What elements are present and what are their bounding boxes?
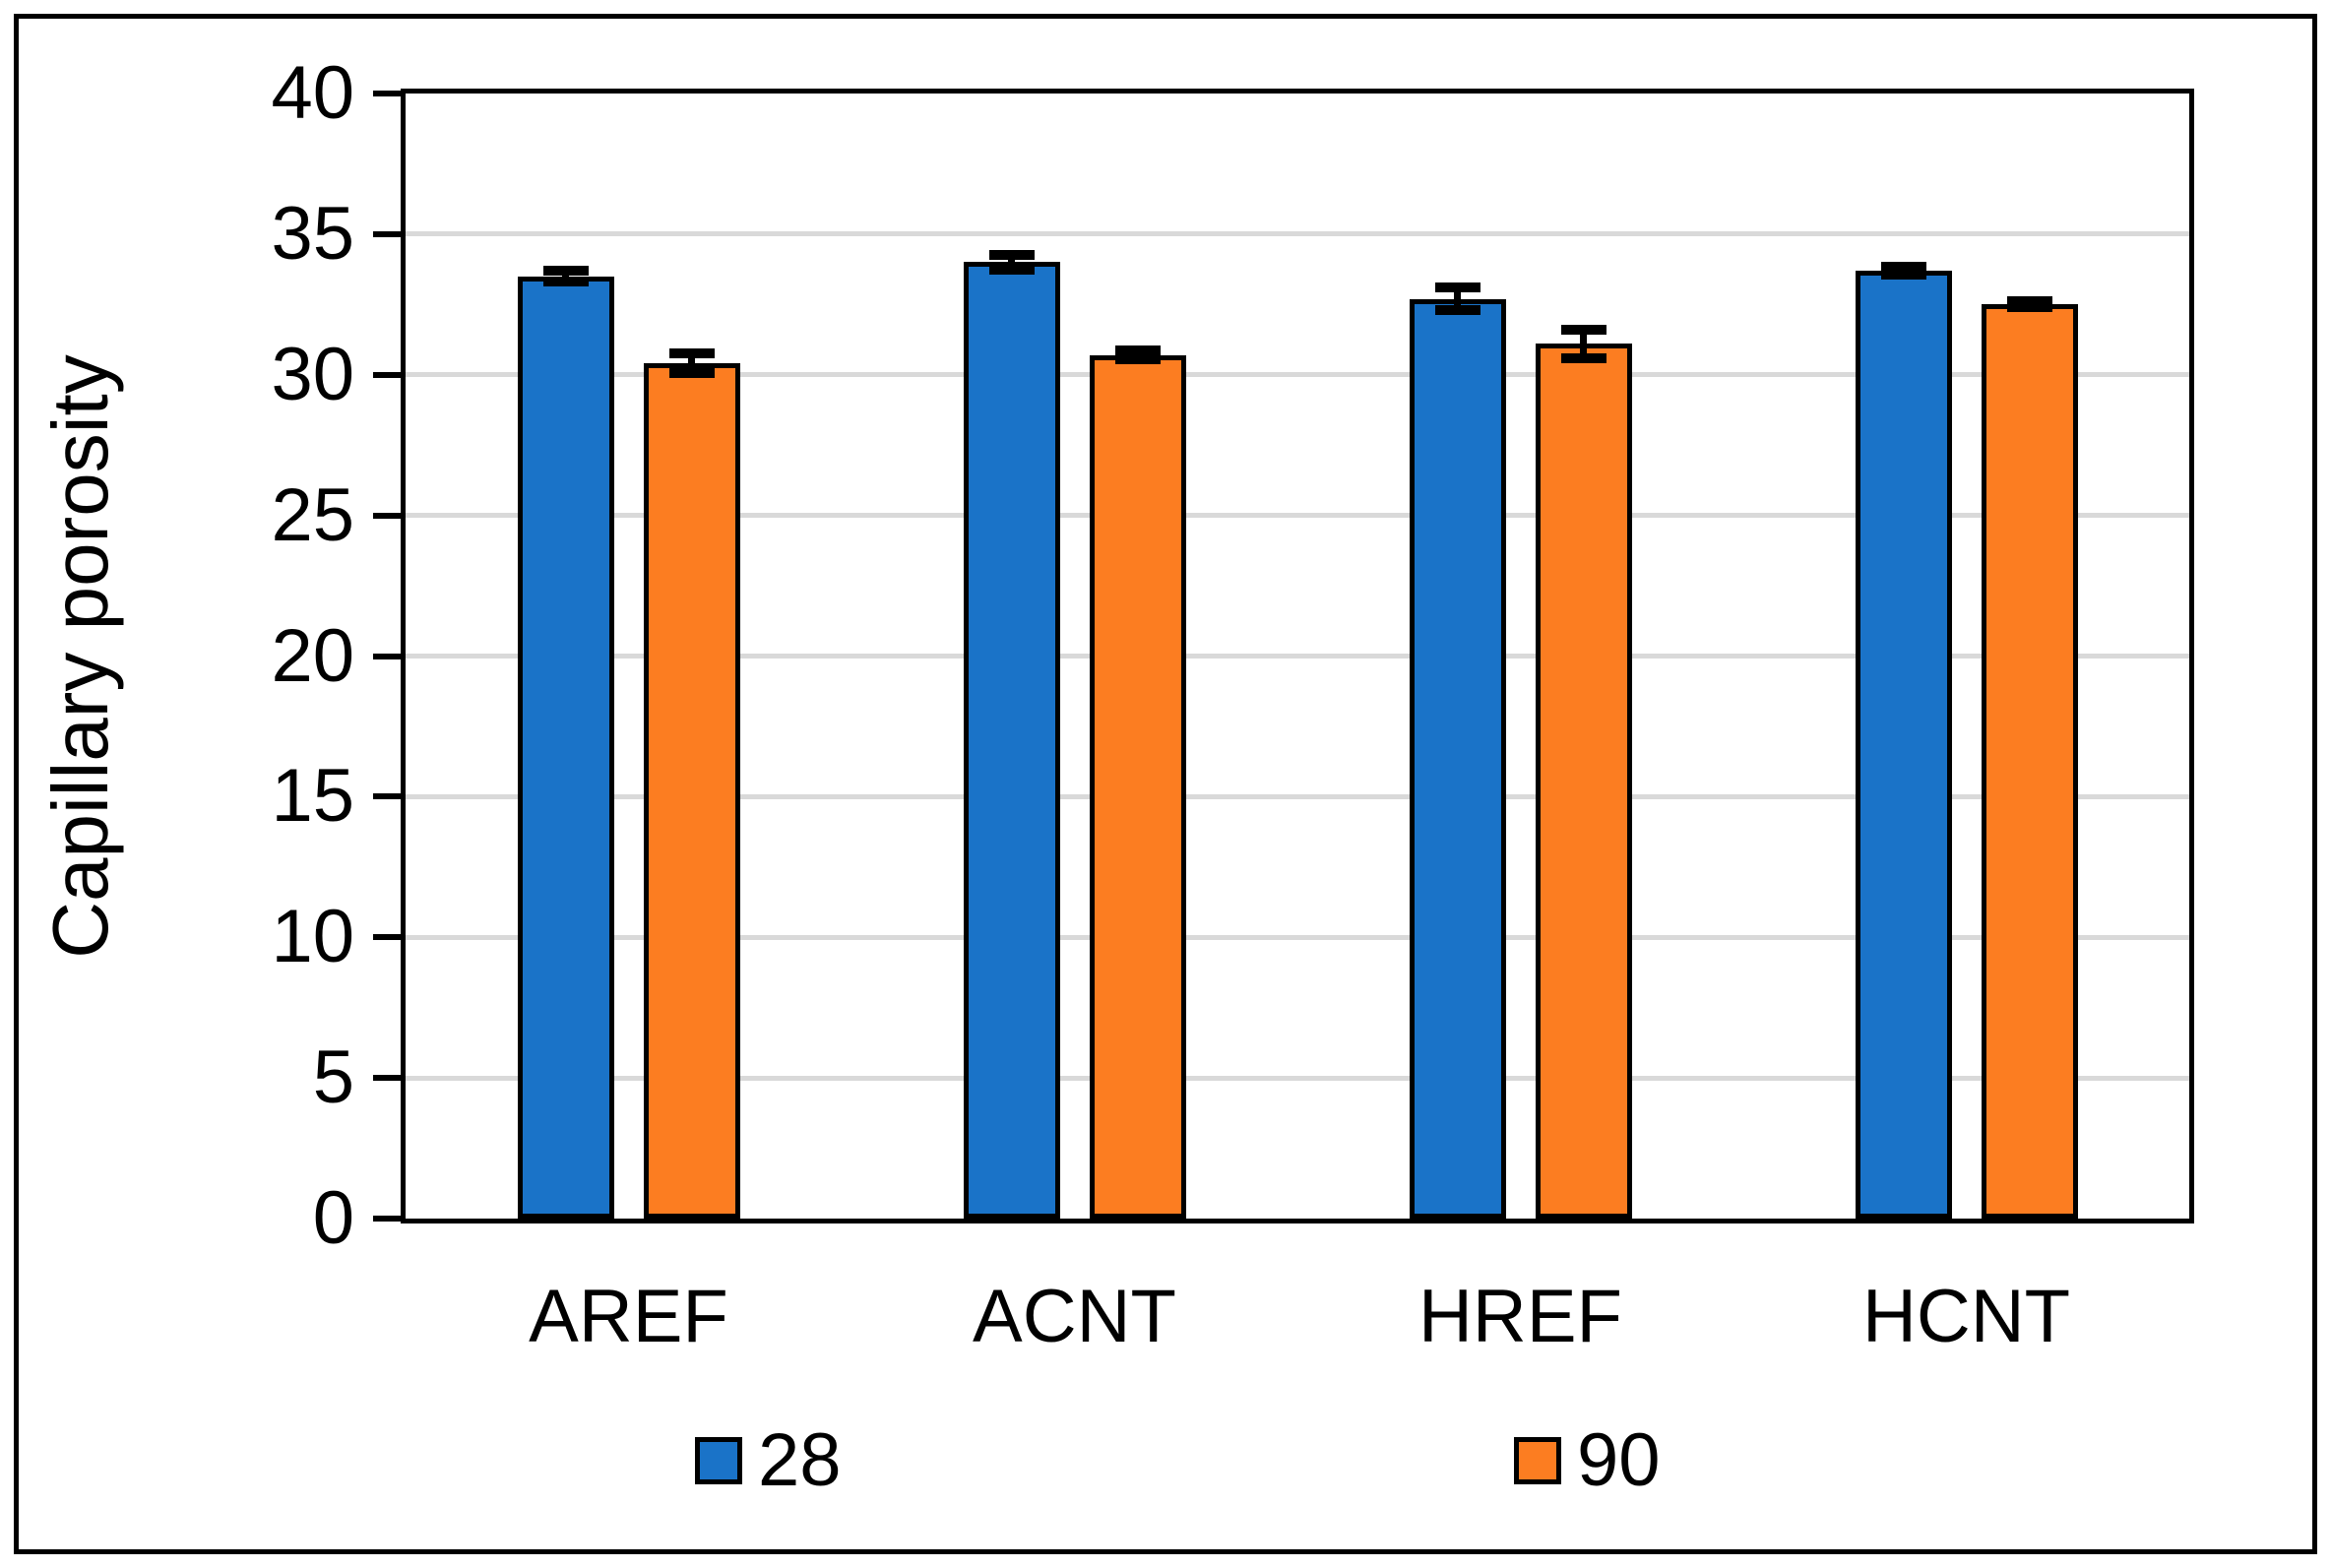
error-bar-cap-bottom-28-HREF — [1434, 305, 1480, 316]
x-category-label-HCNT: HCNT — [1861, 1275, 2071, 1358]
y-tick-mark-30 — [373, 371, 401, 378]
bar-28-ACNT — [963, 262, 1060, 1219]
gridline-25 — [406, 513, 2189, 519]
error-bar-90-HREF — [1580, 330, 1587, 358]
y-tick-mark-10 — [373, 934, 401, 941]
error-bar-28-ACNT — [1008, 255, 1015, 270]
y-tick-mark-15 — [373, 793, 401, 800]
y-tick-label-20: 20 — [271, 613, 354, 698]
y-tick-mark-5 — [373, 1075, 401, 1082]
error-bar-cap-bottom-90-HCNT — [2006, 302, 2052, 313]
y-tick-label-25: 25 — [271, 472, 354, 557]
legend-label-28: 28 — [758, 1418, 842, 1502]
gridline-15 — [406, 793, 2189, 799]
y-tick-label-5: 5 — [312, 1035, 354, 1120]
error-bar-cap-top-28-HREF — [1434, 282, 1480, 293]
y-tick-label-15: 15 — [271, 754, 354, 839]
error-bar-cap-bottom-90-HREF — [1560, 352, 1606, 363]
y-tick-label-10: 10 — [271, 895, 354, 979]
x-category-label-AREF: AREF — [529, 1275, 728, 1358]
y-tick-label-0: 0 — [312, 1176, 354, 1260]
y-tick-label-40: 40 — [271, 51, 354, 135]
y-tick-mark-0 — [373, 1216, 401, 1222]
error-bar-cap-top-90-HCNT — [2006, 296, 2052, 307]
y-tick-mark-20 — [373, 653, 401, 659]
error-bar-cap-bottom-90-ACNT — [1114, 354, 1161, 365]
error-bar-28-HREF — [1454, 287, 1461, 311]
error-bar-cap-top-28-HCNT — [1880, 261, 1926, 272]
error-bar-cap-bottom-28-HCNT — [1880, 270, 1926, 281]
error-bar-cap-bottom-28-AREF — [542, 277, 589, 287]
bar-28-HCNT — [1855, 271, 1952, 1219]
error-bar-cap-bottom-90-AREF — [668, 368, 715, 379]
bar-28-HREF — [1409, 298, 1506, 1219]
bar-90-HREF — [1535, 344, 1632, 1219]
bar-28-AREF — [517, 276, 614, 1219]
error-bar-cap-top-90-AREF — [668, 348, 715, 359]
y-tick-mark-35 — [373, 230, 401, 237]
error-bar-cap-top-90-ACNT — [1114, 345, 1161, 356]
bar-90-ACNT — [1089, 354, 1186, 1219]
y-tick-mark-25 — [373, 512, 401, 519]
error-bar-cap-top-90-HREF — [1560, 325, 1606, 336]
x-category-label-ACNT: ACNT — [973, 1275, 1176, 1358]
y-tick-label-30: 30 — [271, 332, 354, 416]
plot-area — [401, 89, 2194, 1223]
y-tick-mark-40 — [373, 91, 401, 96]
legend-swatch-90 — [1514, 1437, 1561, 1484]
error-bar-cap-top-28-ACNT — [988, 250, 1035, 261]
bar-90-HCNT — [1981, 304, 2078, 1219]
gridline-20 — [406, 654, 2189, 659]
bar-90-AREF — [643, 363, 740, 1219]
y-tick-label-35: 35 — [271, 191, 354, 276]
x-category-label-HREF: HREF — [1418, 1275, 1622, 1358]
gridline-35 — [406, 231, 2189, 237]
legend-item-28: 28 — [695, 1421, 842, 1500]
gridline-10 — [406, 934, 2189, 940]
error-bar-90-AREF — [688, 353, 695, 374]
legend-swatch-28 — [695, 1437, 742, 1484]
legend-label-90: 90 — [1577, 1418, 1661, 1502]
error-bar-cap-top-28-AREF — [542, 266, 589, 277]
gridline-5 — [406, 1075, 2189, 1081]
gridline-30 — [406, 372, 2189, 378]
legend-item-90: 90 — [1514, 1421, 1661, 1500]
error-bar-28-AREF — [562, 271, 569, 282]
error-bar-cap-bottom-28-ACNT — [988, 264, 1035, 275]
